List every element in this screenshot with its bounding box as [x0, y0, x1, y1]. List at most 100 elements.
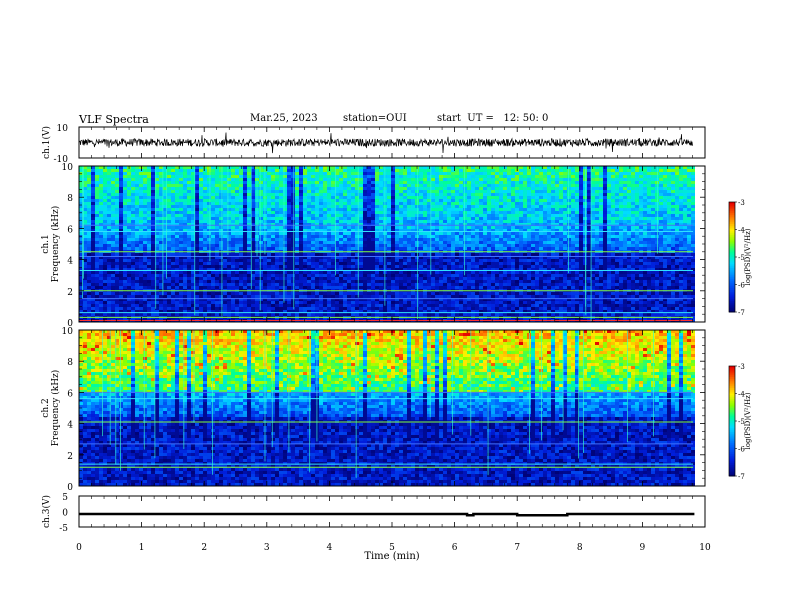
spectrogram-cell — [351, 235, 355, 238]
spectrogram-cell — [407, 232, 411, 235]
spectrogram-cell — [387, 283, 391, 286]
spectrogram-cell — [107, 253, 111, 256]
spectrogram-cell — [147, 247, 151, 250]
spectrogram-cell — [359, 205, 363, 208]
spectrogram-cell — [431, 184, 435, 187]
spectrogram-cell — [319, 262, 323, 265]
spectrogram-cell — [127, 313, 131, 316]
spectrogram-cell — [367, 292, 371, 295]
spectrogram-cell — [391, 271, 395, 274]
spectrogram-cell — [363, 211, 367, 214]
spectrogram-cell — [331, 262, 335, 265]
spectrogram-cell — [315, 286, 319, 289]
spectrogram-cell — [315, 262, 319, 265]
spectrogram-cell — [299, 208, 303, 211]
spectrogram-cell — [147, 271, 151, 274]
spectrogram-cell — [311, 313, 315, 316]
spectrogram-cell — [195, 199, 199, 202]
spectrogram-cell — [303, 307, 307, 310]
spectrogram-cell — [243, 313, 247, 316]
spectrogram-cell — [275, 241, 279, 244]
spectrogram-cell — [143, 241, 147, 244]
spectrogram-cell — [351, 220, 355, 223]
spectrogram-cell — [143, 280, 147, 283]
spectrogram-cell — [171, 205, 175, 208]
spectrogram-cell — [415, 235, 419, 238]
spectrogram-cell — [91, 277, 95, 280]
spectrogram-cell — [195, 202, 199, 205]
spectrogram-cell — [451, 202, 455, 205]
spectrogram-cell — [331, 286, 335, 289]
spectrogram-cell — [375, 217, 379, 220]
spectrogram-cell — [443, 274, 447, 277]
spectrogram-cell — [307, 208, 311, 211]
spectrogram-cell — [99, 280, 103, 283]
spectrogram-cell — [159, 292, 163, 295]
spectrogram-cell — [371, 175, 375, 178]
spectrogram-cell — [255, 280, 259, 283]
spectrogram-cell — [423, 175, 427, 178]
spectrogram-cell — [107, 199, 111, 202]
spectrogram-cell — [147, 220, 151, 223]
spectrogram-cell — [359, 217, 363, 220]
spectrogram-cell — [127, 184, 131, 187]
spectrogram-cell — [351, 190, 355, 193]
spectrogram-cell — [319, 238, 323, 241]
spectrogram-cell — [151, 232, 155, 235]
spectrogram-cell — [347, 313, 351, 316]
spectrogram-cell — [243, 178, 247, 181]
spectrogram-cell — [175, 307, 179, 310]
spectrogram-cell — [447, 241, 451, 244]
spectrogram-cell — [179, 220, 183, 223]
spectrogram-cell — [199, 220, 203, 223]
spectrogram-cell — [279, 262, 283, 265]
spectrogram-cell — [299, 301, 303, 304]
spectrogram-cell — [411, 241, 415, 244]
spectrogram-cell — [359, 175, 363, 178]
spectrogram-cell — [423, 283, 427, 286]
spectrogram-cell — [127, 217, 131, 220]
spectrogram-cell — [415, 187, 419, 190]
spectrogram-cell — [431, 307, 435, 310]
spectrogram-cell — [179, 271, 183, 274]
spectrogram-cell — [115, 181, 119, 184]
spectrogram-cell — [183, 295, 187, 298]
spectrogram-cell — [247, 280, 251, 283]
spectrogram-cell — [403, 214, 407, 217]
spectrogram-cell — [315, 271, 319, 274]
spectrogram-cell — [203, 241, 207, 244]
spectrogram-cell — [371, 190, 375, 193]
spectrogram-cell — [411, 211, 415, 214]
spectrogram-cell — [87, 304, 91, 307]
spectrogram-cell — [107, 181, 111, 184]
spectrogram-cell — [95, 265, 99, 268]
spectrogram-cell — [231, 280, 235, 283]
spectrogram-cell — [167, 313, 171, 316]
spectrogram-cell — [323, 292, 327, 295]
spectrogram-cell — [299, 187, 303, 190]
spectrogram-cell — [431, 178, 435, 181]
spectrogram-cell — [99, 232, 103, 235]
spectrogram-cell — [307, 211, 311, 214]
spectrogram-cell — [135, 253, 139, 256]
spectrogram-cell — [159, 217, 163, 220]
spectrogram-cell — [135, 259, 139, 262]
spectrogram-cell — [123, 283, 127, 286]
spectrogram-cell — [95, 238, 99, 241]
spectrogram-cell — [447, 307, 451, 310]
spectrogram-cell — [171, 217, 175, 220]
spectrogram-cell — [111, 283, 115, 286]
spectrogram-cell — [431, 199, 435, 202]
spectrogram-cell — [291, 241, 295, 244]
spectrogram-cell — [287, 244, 291, 247]
spectrogram-cell — [151, 307, 155, 310]
spectrogram-cell — [399, 199, 403, 202]
spectrogram-cell — [443, 217, 447, 220]
spectrogram-cell — [175, 172, 179, 175]
spectrogram-cell — [219, 271, 223, 274]
spectrogram-cell — [339, 232, 343, 235]
spectrogram-cell — [343, 259, 347, 262]
spectrogram-cell — [111, 259, 115, 262]
spectrogram-cell — [139, 238, 143, 241]
spectrogram-cell — [243, 214, 247, 217]
